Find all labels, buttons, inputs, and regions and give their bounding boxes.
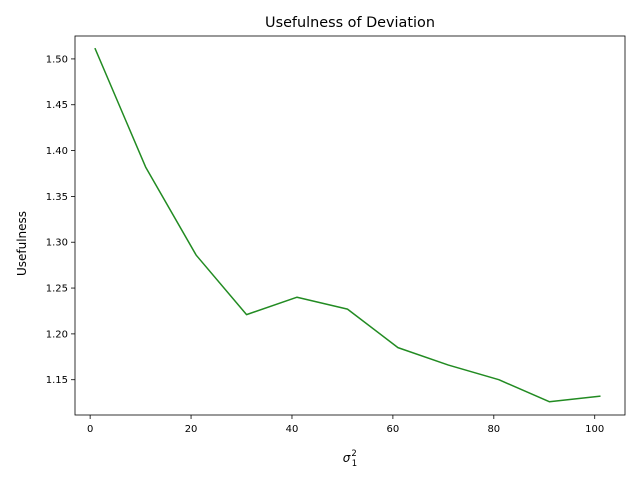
- y-tick-label: 1.30: [46, 238, 68, 249]
- x-axis-title-subscript: 1: [352, 459, 357, 469]
- x-tick-label: 60: [387, 424, 400, 435]
- x-tick-label: 0: [87, 424, 93, 435]
- x-axis-title-superscript: 2: [351, 449, 356, 459]
- plot-area: 0 20 40 60 80 100 1.15 1.20 1.25 1.30 1.35 1.40 1.45…: [46, 35, 626, 435]
- y-tick-label: 1.50: [46, 54, 68, 65]
- y-tick-label: 1.25: [46, 284, 68, 295]
- x-axis-title-symbol: σ: [343, 451, 351, 465]
- x-tick-label: 80: [487, 424, 500, 435]
- series-line: [94, 47, 601, 403]
- y-tick-label: 1.20: [46, 329, 68, 340]
- y-tick-label: 1.45: [46, 100, 68, 111]
- y-axis-title: Usefulness: [15, 211, 29, 276]
- x-tick-label: 40: [286, 424, 299, 435]
- y-tick-label: 1.35: [46, 192, 68, 203]
- y-tick-label: 1.15: [46, 375, 68, 386]
- chart-title: Usefulness of Deviation: [265, 15, 435, 31]
- x-tick-label: 100: [585, 424, 604, 435]
- plot-frame: [74, 35, 626, 416]
- y-tick-label: 1.40: [46, 146, 68, 157]
- x-tick-label: 20: [185, 424, 198, 435]
- x-axis-title: σ2 1: [343, 449, 357, 469]
